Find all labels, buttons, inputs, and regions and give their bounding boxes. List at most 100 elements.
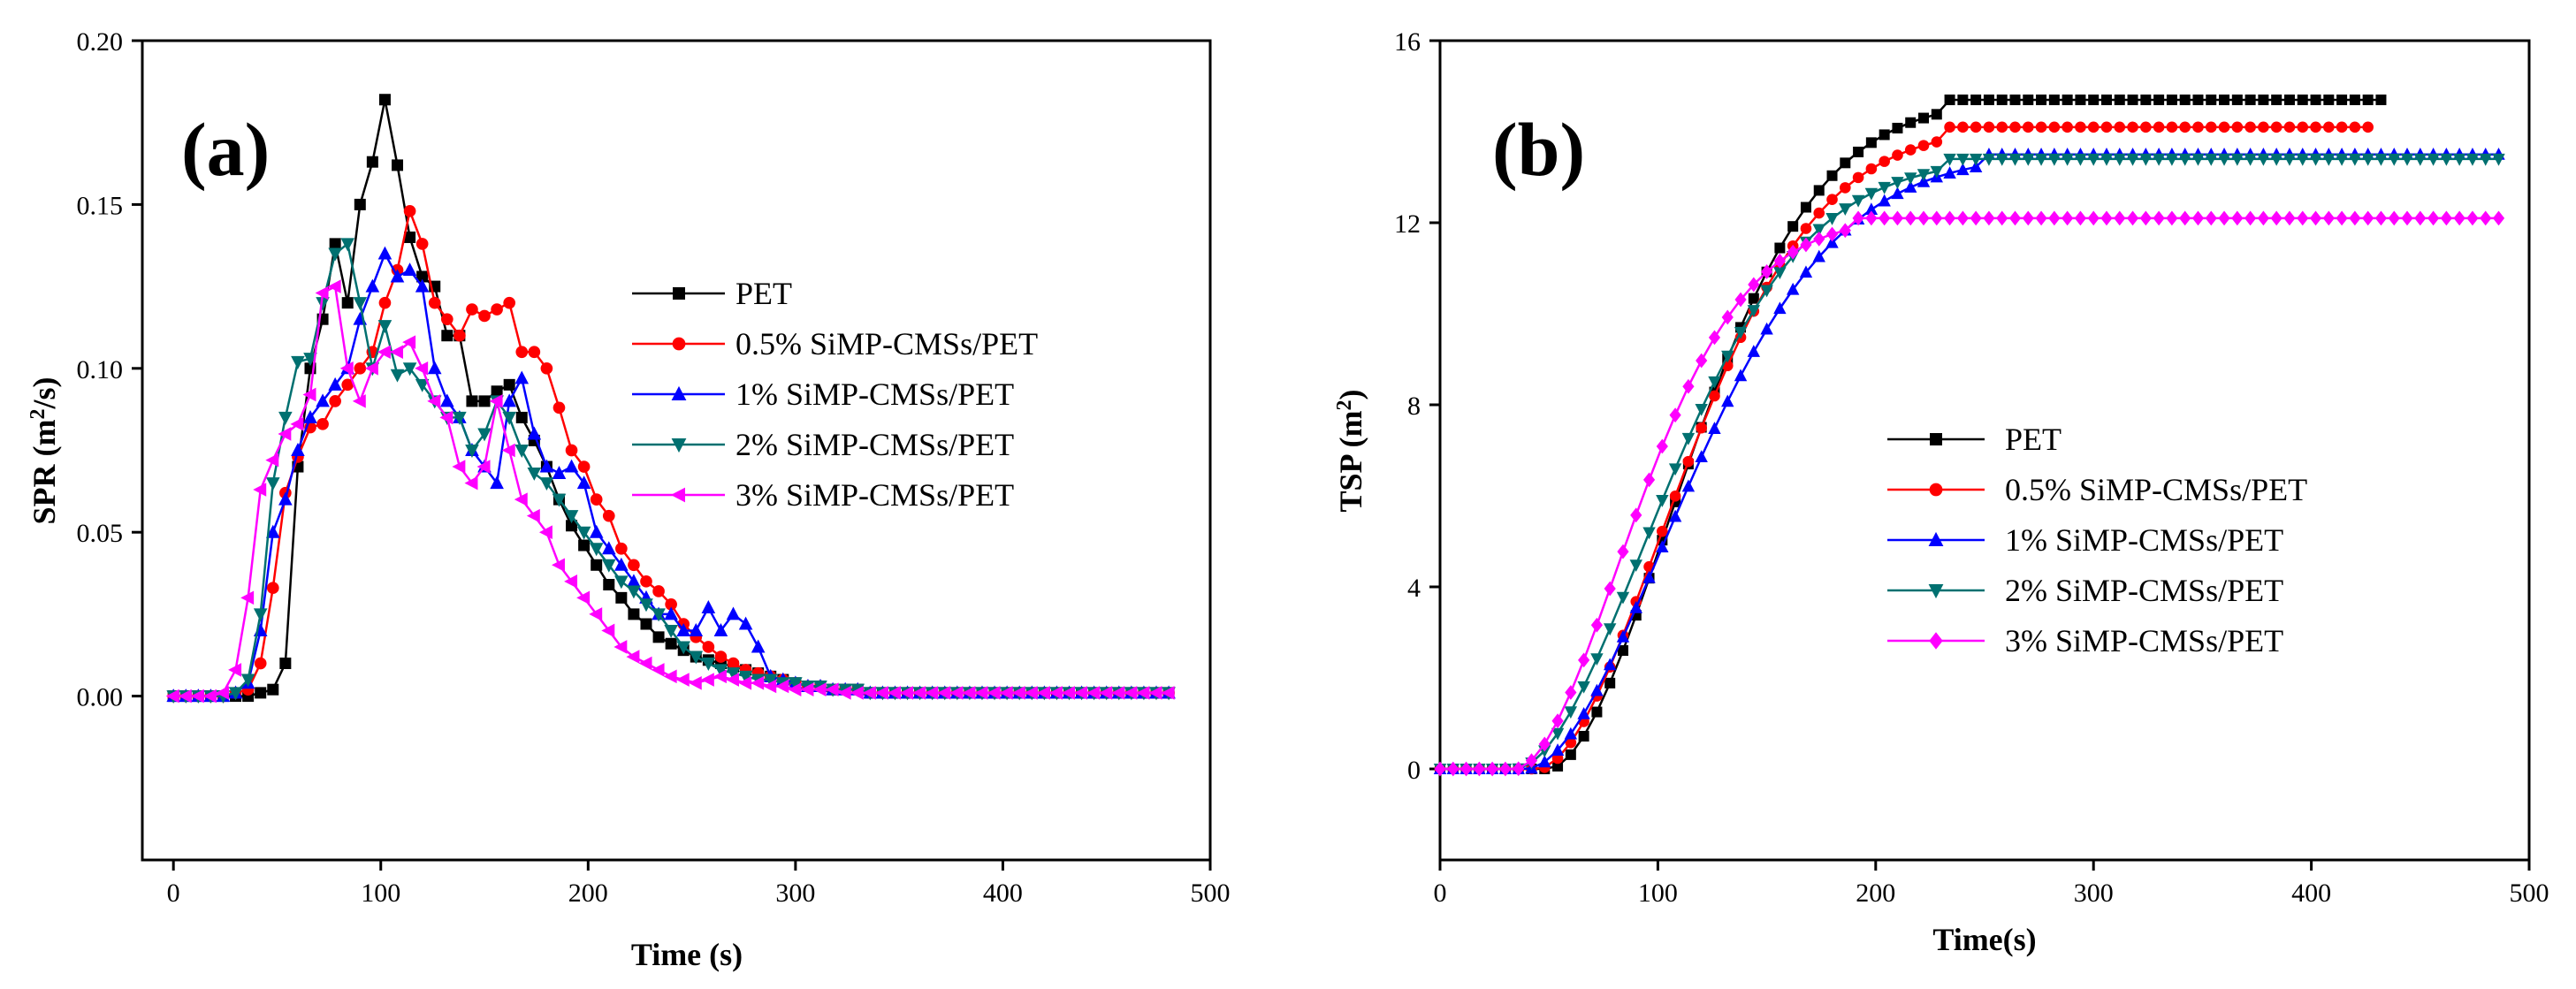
data-point xyxy=(428,296,441,309)
data-point xyxy=(2244,153,2257,166)
data-point xyxy=(602,509,615,522)
legend-marker xyxy=(671,438,687,453)
data-point xyxy=(1969,160,1983,172)
data-point xyxy=(2205,121,2217,133)
data-point xyxy=(1879,210,1891,226)
data-point xyxy=(1957,94,1969,105)
data-point xyxy=(2388,210,2400,226)
data-point xyxy=(2047,153,2062,166)
y-tick-label-b: 4 xyxy=(1407,574,1421,603)
data-point xyxy=(354,198,366,210)
data-point xyxy=(316,418,329,430)
data-point xyxy=(1603,658,1617,671)
data-point xyxy=(267,683,279,696)
data-point xyxy=(614,575,629,590)
data-point xyxy=(1773,301,1787,315)
x-tick-label-b: 500 xyxy=(2510,879,2549,908)
y-axis-label-a: SPR (m2/s) xyxy=(27,377,62,525)
data-point xyxy=(2466,210,2479,226)
data-point xyxy=(265,453,279,468)
data-point xyxy=(316,393,330,407)
data-point xyxy=(627,574,641,588)
data-point xyxy=(874,686,888,700)
data-point xyxy=(2153,94,2165,105)
data-point xyxy=(591,559,603,571)
data-point xyxy=(552,558,565,573)
data-point xyxy=(501,443,515,458)
data-point xyxy=(2258,121,2269,133)
data-point xyxy=(2270,210,2283,226)
legend-label: 0.5% SiMP-CMSs/PET xyxy=(2005,472,2307,507)
data-point xyxy=(2269,153,2283,166)
data-point xyxy=(1957,121,1969,133)
data-point xyxy=(1983,121,1995,133)
data-point xyxy=(1840,157,1851,169)
data-point xyxy=(2113,153,2126,166)
data-point xyxy=(328,247,342,262)
data-point xyxy=(1826,170,1838,181)
data-point xyxy=(2283,210,2296,226)
data-point xyxy=(2192,94,2204,105)
data-point xyxy=(1840,182,1851,194)
data-point xyxy=(1459,761,1473,777)
data-point xyxy=(2309,210,2322,226)
data-point xyxy=(2100,121,2113,133)
data-point xyxy=(265,524,280,538)
data-point xyxy=(2153,121,2165,133)
series-line-b-2 xyxy=(1440,153,2499,771)
data-point xyxy=(640,618,652,630)
data-point xyxy=(2336,121,2348,133)
series-b-3 xyxy=(1433,153,2505,776)
data-point xyxy=(1617,645,1628,657)
data-point xyxy=(2297,121,2309,133)
data-point xyxy=(2140,121,2152,133)
data-point xyxy=(353,297,368,311)
data-point xyxy=(738,675,752,690)
data-point xyxy=(2323,121,2335,133)
data-point xyxy=(2361,153,2374,166)
data-point xyxy=(1839,223,1851,239)
data-point xyxy=(578,539,591,552)
data-point xyxy=(491,385,503,398)
x-tick-label-a: 400 xyxy=(983,879,1023,908)
data-point xyxy=(402,335,416,349)
data-point xyxy=(2310,121,2321,133)
x-tick-label-b: 200 xyxy=(1856,879,1895,908)
data-point xyxy=(1111,686,1125,700)
data-point xyxy=(789,677,803,691)
data-point xyxy=(589,607,603,621)
data-point xyxy=(1760,285,1773,298)
data-point xyxy=(1734,292,1747,308)
data-point xyxy=(1629,600,1642,613)
data-point xyxy=(676,622,691,636)
data-point xyxy=(392,159,404,171)
legend-label: 1% SiMP-CMSs/PET xyxy=(2005,522,2283,558)
data-point xyxy=(1864,202,1879,216)
data-point xyxy=(502,393,516,407)
data-point xyxy=(165,688,179,704)
data-point xyxy=(364,361,378,376)
data-point xyxy=(1642,472,1656,488)
data-point xyxy=(2348,153,2362,166)
data-point xyxy=(1931,210,1943,226)
data-point xyxy=(1839,203,1852,216)
data-point xyxy=(1577,681,1590,694)
data-point xyxy=(2283,121,2296,133)
data-point xyxy=(664,624,678,638)
data-point xyxy=(751,639,766,653)
data-point xyxy=(2362,121,2374,133)
data-point xyxy=(615,591,628,604)
y-tick-label-a: 0.00 xyxy=(77,683,124,712)
data-point xyxy=(1590,617,1604,633)
data-point xyxy=(1773,267,1787,279)
series-b-2 xyxy=(1433,147,2505,774)
data-point xyxy=(2206,94,2217,105)
data-point xyxy=(402,262,417,277)
data-point xyxy=(527,426,542,440)
data-point xyxy=(366,156,378,168)
data-point xyxy=(702,641,715,653)
data-point xyxy=(738,616,753,630)
data-point xyxy=(2309,153,2322,166)
data-point xyxy=(415,278,430,293)
data-point xyxy=(1956,153,1970,166)
